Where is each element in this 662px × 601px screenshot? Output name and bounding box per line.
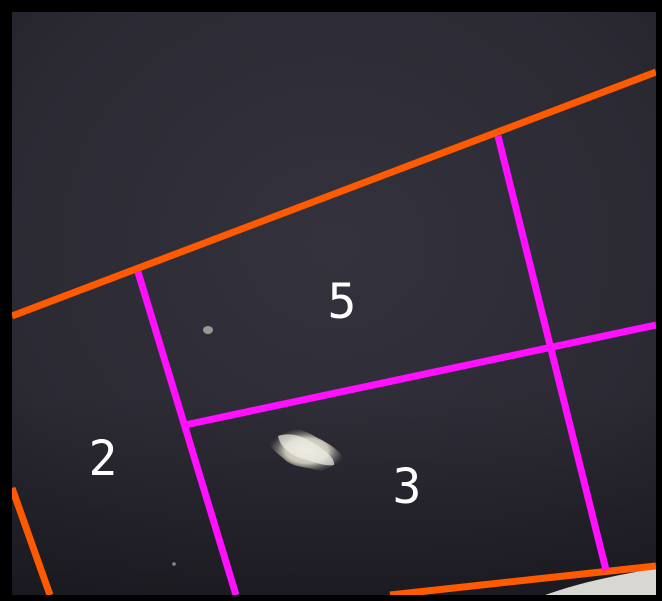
speck [172,562,176,566]
boundary-line-south [389,562,656,595]
main-island-highlight [278,434,335,466]
cell-label-5: 5 [328,274,357,330]
boundary-line-north [12,68,656,320]
grid-line-west [134,270,240,595]
grid-line-middle [184,321,656,429]
cell-label-3: 3 [393,459,422,515]
coastline [545,568,656,595]
shadow-band [12,395,656,595]
small-island [203,326,213,334]
grid-line-east [494,135,610,571]
cell-label-2: 2 [89,431,118,487]
boundary-line-west [12,486,54,595]
